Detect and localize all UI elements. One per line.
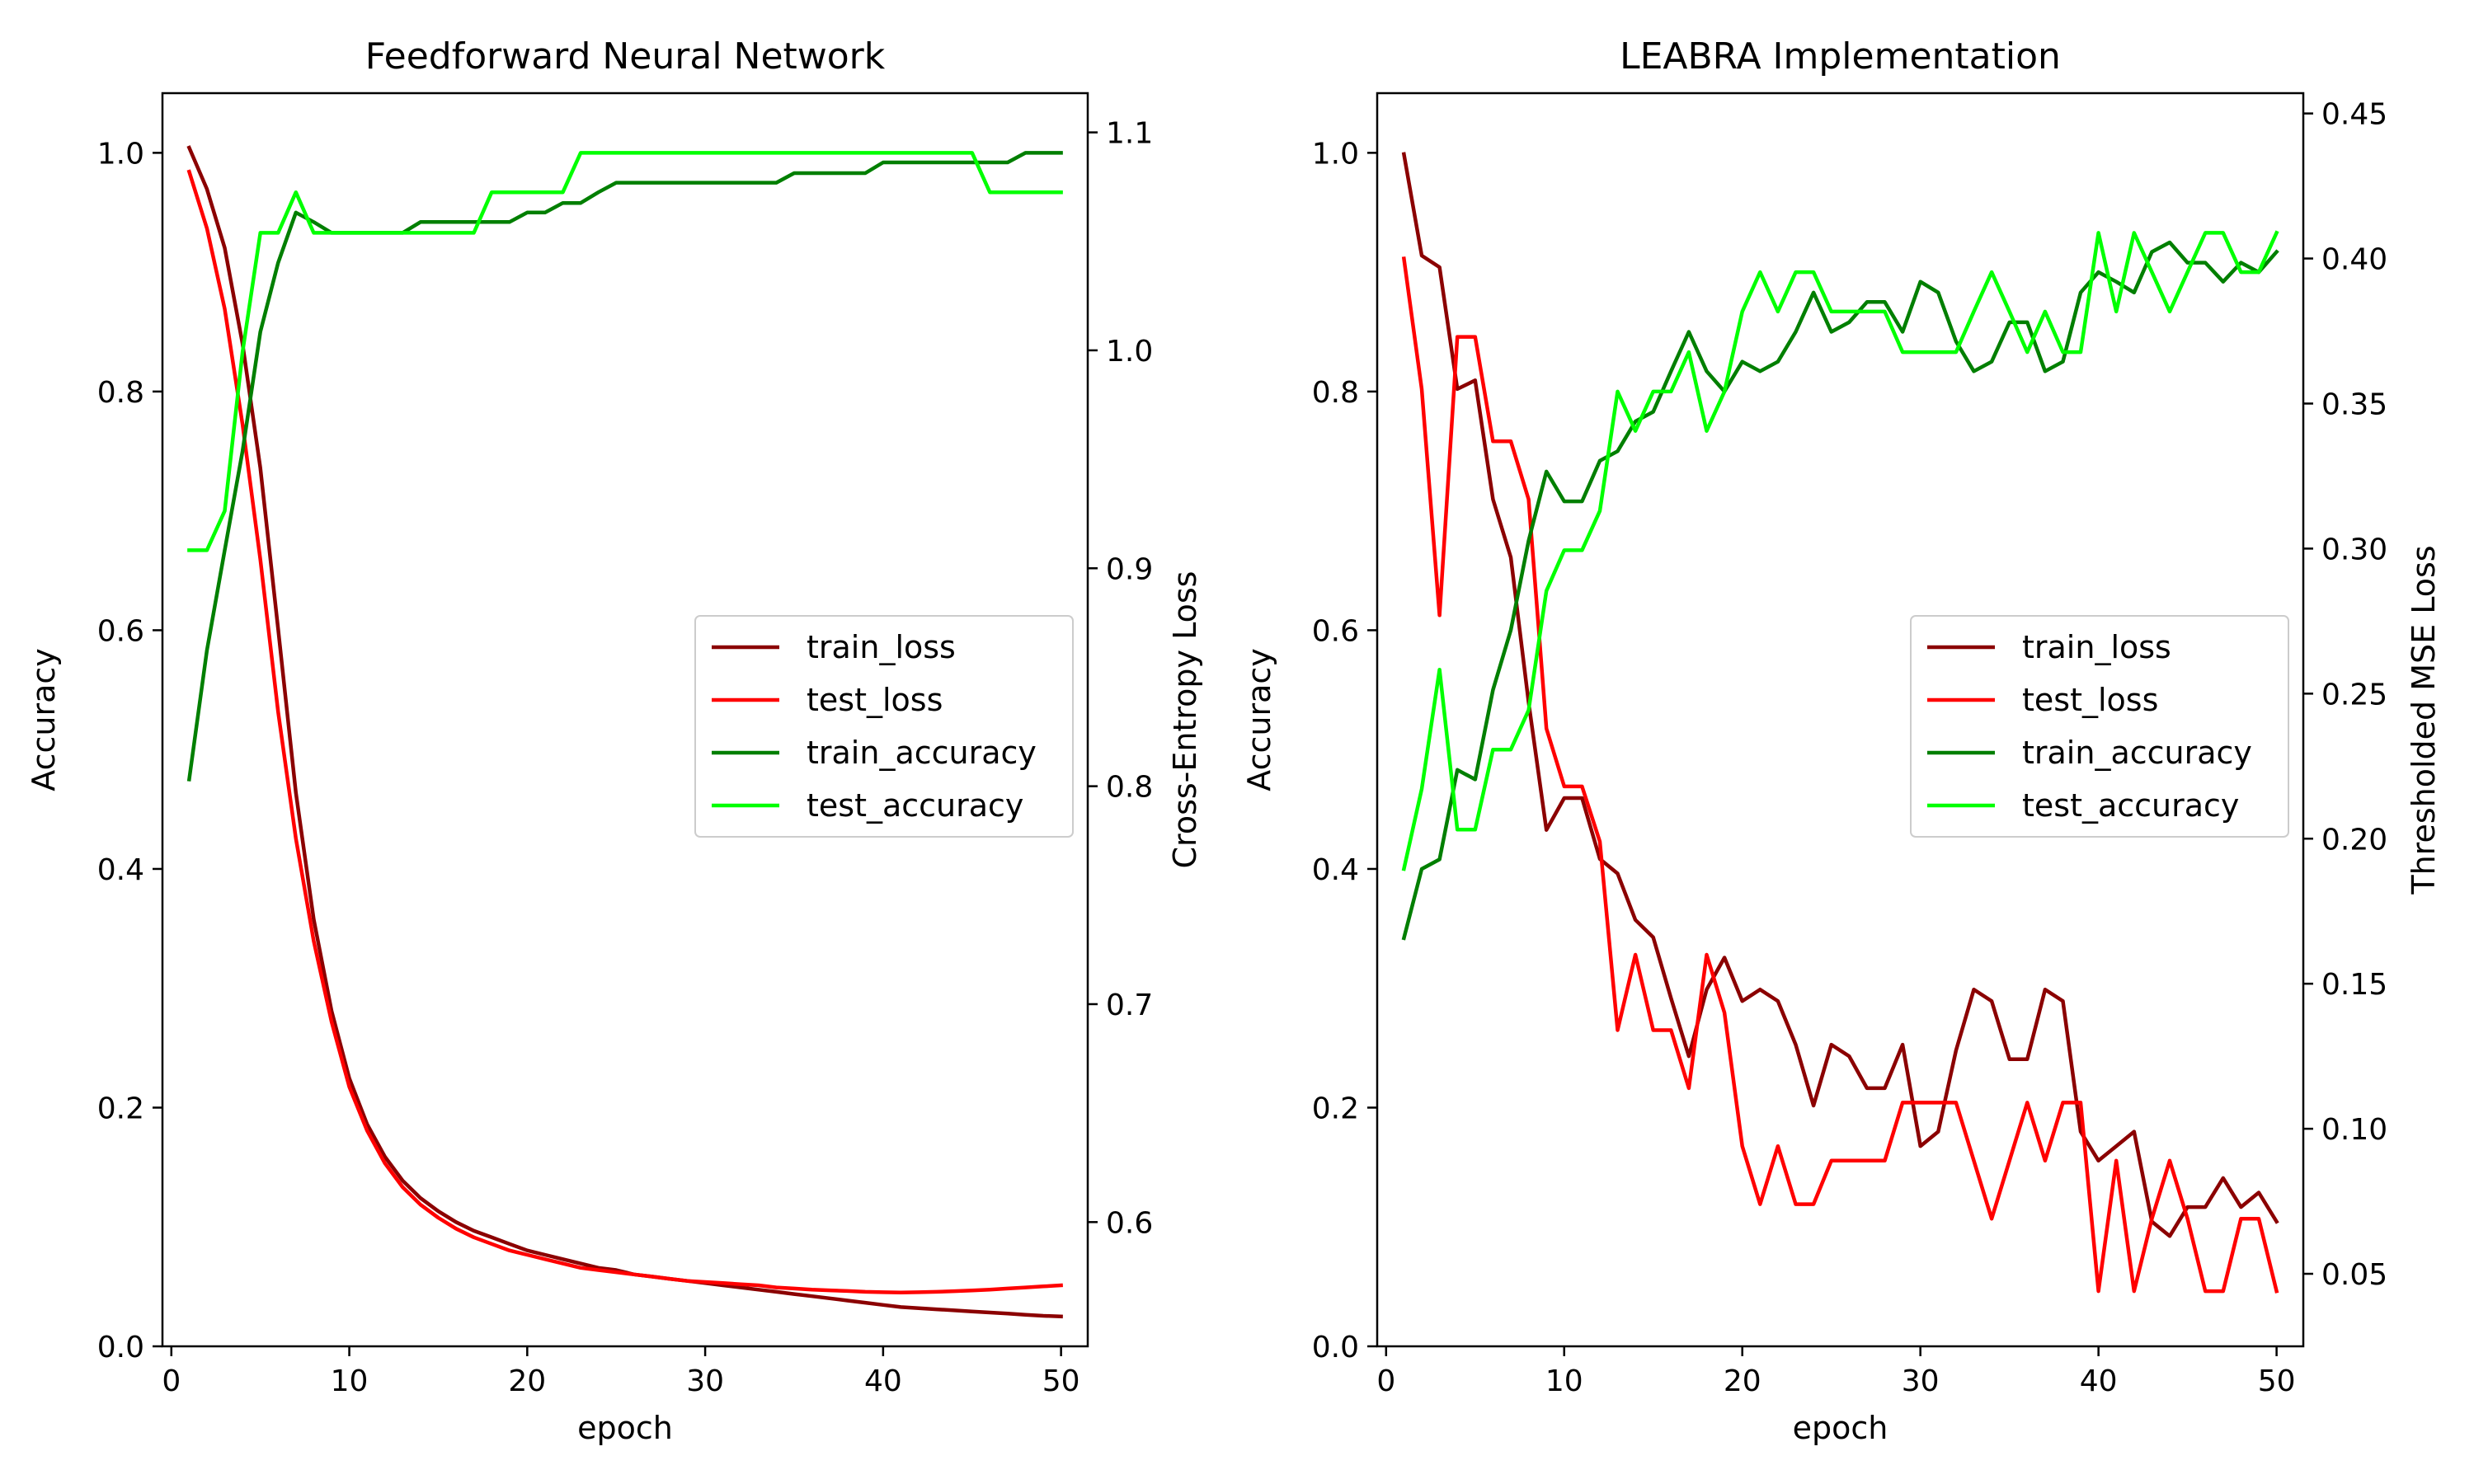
x-tick-label: 40	[864, 1364, 902, 1398]
y2-tick-label: 1.1	[1106, 117, 1153, 151]
x-axis-label: epoch	[577, 1410, 673, 1446]
x-tick-label: 50	[1042, 1364, 1080, 1398]
chart-title: LEABRA Implementation	[1620, 35, 2061, 77]
y2-tick-label: 0.20	[2321, 823, 2387, 857]
x-axis-label: epoch	[1793, 1410, 1888, 1446]
y2-tick-label: 0.6	[1106, 1206, 1153, 1240]
legend-label: test_accuracy	[807, 787, 1023, 824]
y-tick-label: 0.4	[1312, 853, 1359, 887]
legend-label: train_loss	[807, 629, 956, 665]
plot-frame	[161, 92, 1089, 1348]
chart-title: Feedforward Neural Network	[365, 35, 886, 77]
legend-label: train_accuracy	[807, 735, 1037, 771]
y2-tick-label: 0.8	[1106, 771, 1153, 805]
legend-label: test_loss	[807, 682, 943, 718]
y2-tick-label: 0.15	[2321, 968, 2387, 1002]
y2-tick-label: 0.45	[2321, 98, 2387, 132]
y2-axis-label: Thresholded MSE Loss	[2406, 545, 2442, 895]
legend-label: test_loss	[2022, 682, 2158, 718]
series-line-test-accuracy	[1401, 230, 2279, 871]
series-line-test-loss	[186, 169, 1063, 1294]
y2-tick-label: 0.35	[2321, 387, 2387, 421]
series-line-train-accuracy	[1401, 240, 2279, 941]
y-tick-label: 0.2	[97, 1092, 144, 1125]
y2-tick-label: 0.9	[1106, 552, 1153, 586]
series-lines	[1401, 152, 2279, 1294]
x-tick-label: 30	[686, 1364, 724, 1398]
legend: train_loss test_loss train_accuracy test_ac…	[1910, 615, 2289, 838]
y-tick-label: 1.0	[1312, 137, 1359, 171]
y2-tick-label: 0.40	[2321, 243, 2387, 277]
chart-panel-2: LEABRA Implementation 0 10 20 30 40 50 0.0 0.2 0.…	[1241, 35, 2442, 1446]
series-line-train-loss	[1401, 152, 2279, 1238]
chart-panel-1: Feedforward Neural Network 0 10 20 30 40 50 0.0…	[26, 35, 1203, 1446]
y2-axis-label: Cross-Entropy Loss	[1167, 571, 1203, 869]
series-line-test-accuracy	[187, 151, 1063, 552]
legend-box	[694, 615, 1074, 838]
x-tick-label: 10	[1545, 1364, 1583, 1398]
y2-tick-label: 0.05	[2321, 1258, 2387, 1292]
y-tick-label: 0.2	[1312, 1092, 1359, 1125]
y-tick-label: 0.6	[1312, 614, 1359, 648]
y2-tick-label: 0.25	[2321, 678, 2387, 711]
y-tick-label: 0.8	[97, 376, 144, 410]
y-axis-label: Accuracy	[26, 648, 62, 791]
y-tick-label: 0.0	[1312, 1331, 1359, 1364]
y2-tick-label: 0.30	[2321, 533, 2387, 566]
legend: train_loss test_loss train_accuracy test_ac…	[694, 615, 1074, 838]
x-tick-label: 20	[1724, 1364, 1761, 1398]
x-tick-label: 40	[2080, 1364, 2118, 1398]
x-tick-label: 30	[1902, 1364, 1940, 1398]
x-tick-label: 0	[1376, 1364, 1395, 1398]
series-lines	[186, 145, 1063, 1319]
x-tick-label: 50	[2258, 1364, 2296, 1398]
legend-box	[1910, 615, 2289, 838]
x-tick-label: 10	[331, 1364, 369, 1398]
y2-tick-label: 0.10	[2321, 1113, 2387, 1147]
y-tick-label: 1.0	[97, 137, 144, 171]
y-tick-label: 0.0	[97, 1331, 144, 1364]
y-axis-label: Accuracy	[1241, 648, 1277, 791]
x-tick-label: 20	[508, 1364, 546, 1398]
plot-frame	[1376, 92, 2305, 1348]
x-tick-label: 0	[162, 1364, 181, 1398]
y-tick-label: 0.4	[97, 853, 144, 887]
series-line-test-loss	[1401, 256, 2279, 1294]
y-tick-label: 0.8	[1312, 376, 1359, 410]
legend-label: test_accuracy	[2022, 787, 2239, 824]
legend-label: train_loss	[2022, 629, 2171, 665]
y2-tick-label: 1.0	[1106, 335, 1153, 369]
legend-label: train_accuracy	[2022, 735, 2252, 771]
y2-tick-label: 0.7	[1106, 989, 1153, 1022]
y-tick-label: 0.6	[97, 614, 144, 648]
